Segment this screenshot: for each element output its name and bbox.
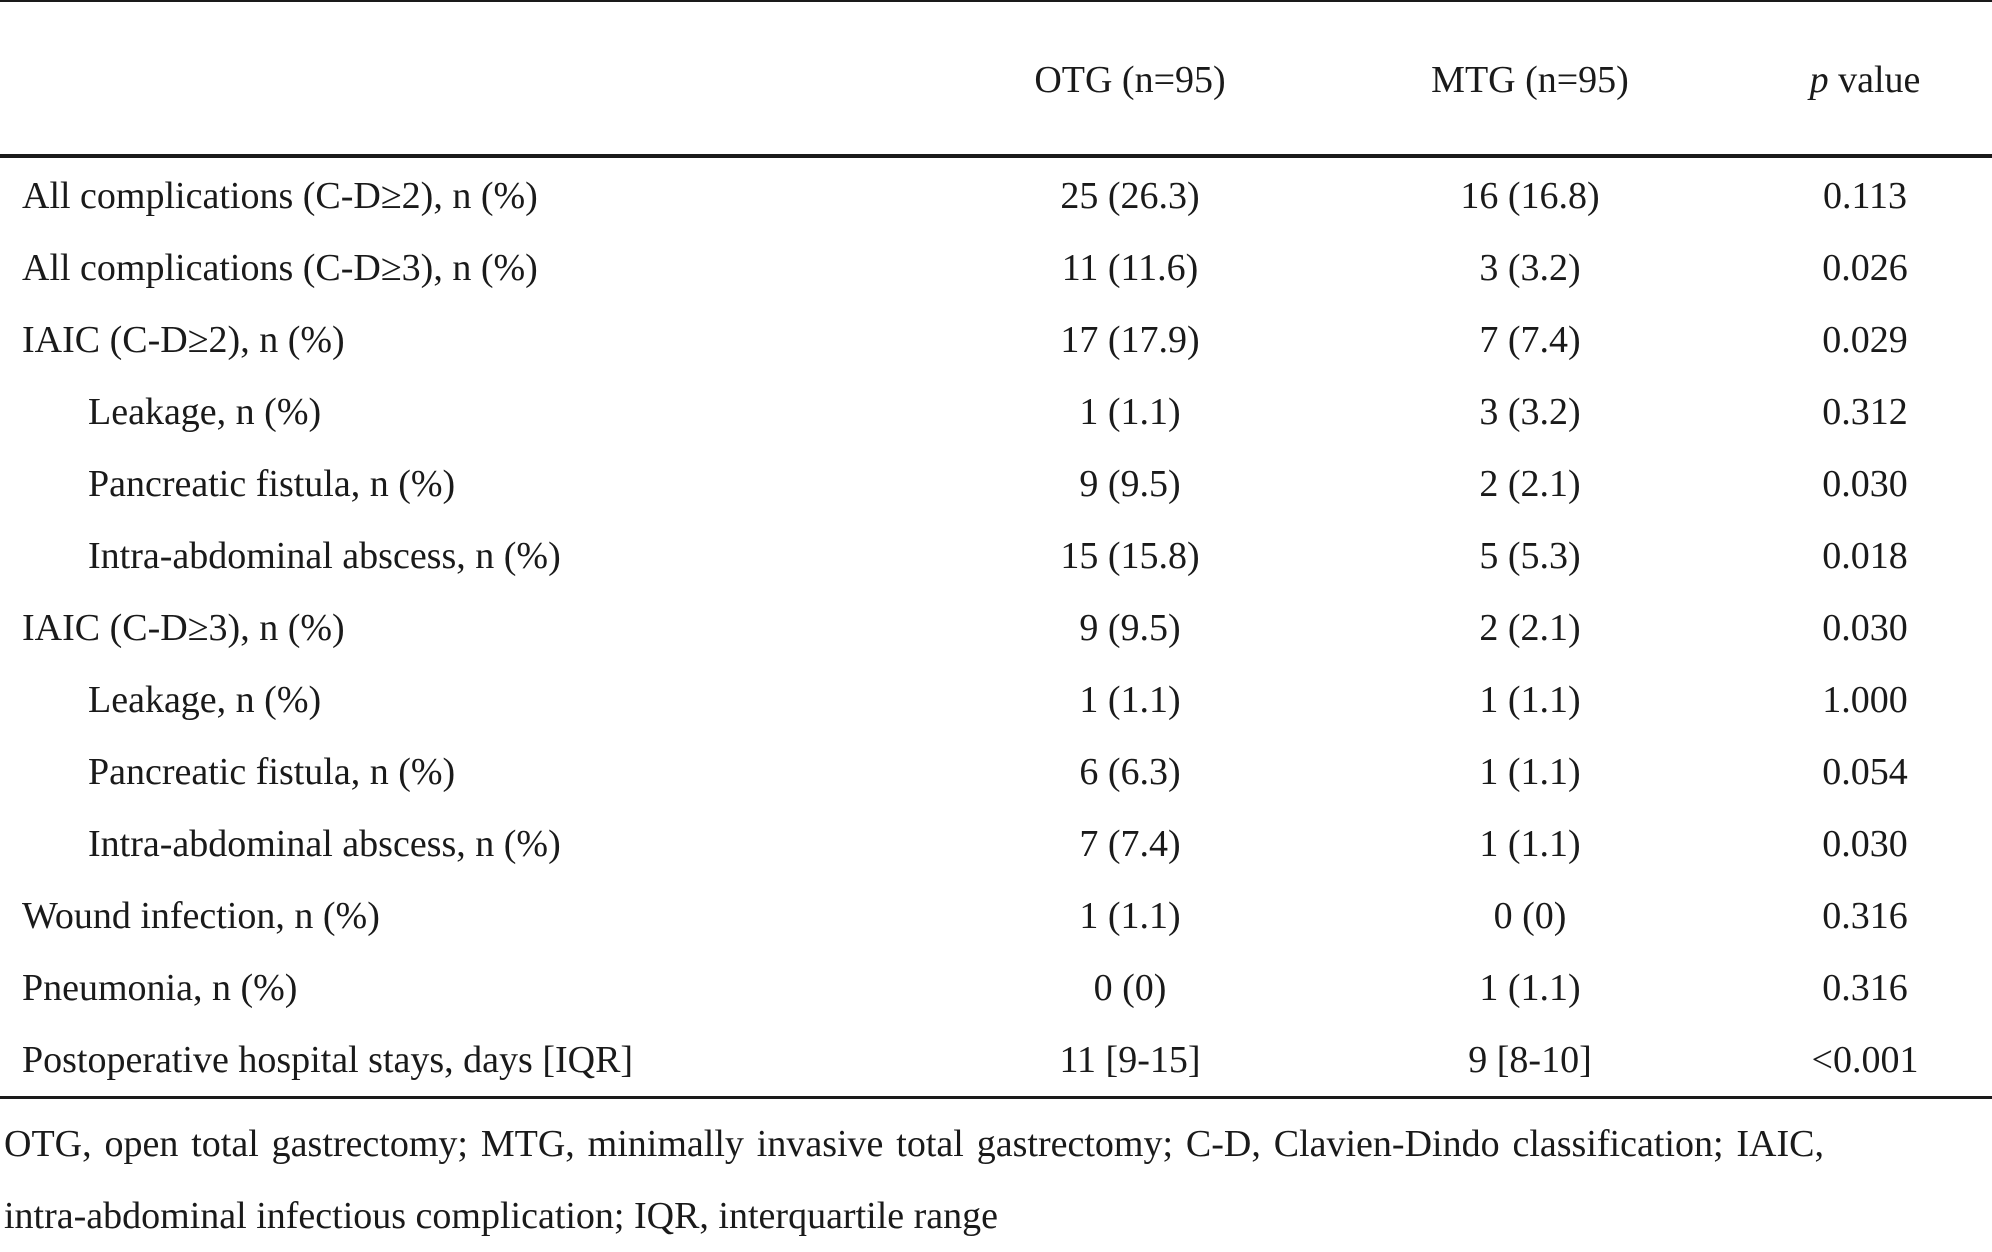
table-row: Intra-abdominal abscess, n (%) 15 (15.8)… — [0, 518, 1992, 590]
row-otg-value: 15 (15.8) — [1060, 535, 1200, 577]
row-mtg-value: 1 (1.1) — [1479, 679, 1581, 721]
row-p-value: <0.001 — [1811, 1039, 1919, 1081]
table-row: Postoperative hospital stays, days [IQR]… — [0, 1022, 1992, 1094]
row-mtg-value: 1 (1.1) — [1479, 751, 1581, 793]
row-otg-value: 0 (0) — [1093, 967, 1167, 1009]
row-mtg-value: 9 [8-10] — [1468, 1039, 1592, 1081]
row-label: Intra-abdominal abscess, n (%) — [88, 823, 561, 865]
table-row: Pneumonia, n (%) 0 (0) 1 (1.1) 0.316 — [0, 950, 1992, 1022]
table-row: Pancreatic fistula, n (%) 9 (9.5) 2 (2.1… — [0, 446, 1992, 518]
table-row: Pancreatic fistula, n (%) 6 (6.3) 1 (1.1… — [0, 734, 1992, 806]
table-row: All complications (C-D≥2), n (%) 25 (26.… — [0, 158, 1992, 230]
row-label: Pancreatic fistula, n (%) — [88, 751, 456, 793]
row-otg-value: 17 (17.9) — [1060, 319, 1200, 361]
table-header-rule — [0, 154, 1992, 158]
row-label: IAIC (C-D≥3), n (%) — [22, 607, 345, 649]
row-mtg-value: 3 (3.2) — [1479, 391, 1581, 433]
row-otg-value: 25 (26.3) — [1060, 175, 1200, 217]
row-p-value: 0.312 — [1822, 391, 1908, 433]
row-otg-value: 1 (1.1) — [1079, 895, 1181, 937]
header-p-rest: value — [1828, 59, 1921, 101]
row-otg-value: 9 (9.5) — [1079, 463, 1181, 505]
row-p-value: 0.026 — [1822, 247, 1908, 289]
header-mtg: MTG (n=95) — [1431, 59, 1629, 101]
row-p-value: 0.316 — [1822, 895, 1908, 937]
row-mtg-value: 5 (5.3) — [1479, 535, 1581, 577]
row-otg-value: 7 (7.4) — [1079, 823, 1181, 865]
row-otg-value: 11 (11.6) — [1061, 247, 1199, 289]
table-footnote: OTG, open total gastrectomy; MTG, minima… — [4, 1123, 1824, 1237]
row-mtg-value: 1 (1.1) — [1479, 967, 1581, 1009]
table-row: All complications (C-D≥3), n (%) 11 (11.… — [0, 230, 1992, 302]
row-mtg-value: 0 (0) — [1493, 895, 1567, 937]
header-otg: OTG (n=95) — [1034, 59, 1226, 101]
row-p-value: 0.030 — [1822, 463, 1908, 505]
table-row: Wound infection, n (%) 1 (1.1) 0 (0) 0.3… — [0, 878, 1992, 950]
table-bottom-rule — [0, 1096, 1992, 1099]
row-p-value: 0.029 — [1822, 319, 1908, 361]
table-row: Leakage, n (%) 1 (1.1) 3 (3.2) 0.312 — [0, 374, 1992, 446]
row-p-value: 0.316 — [1822, 967, 1908, 1009]
row-mtg-value: 1 (1.1) — [1479, 823, 1581, 865]
row-mtg-value: 2 (2.1) — [1479, 607, 1581, 649]
row-p-value: 0.054 — [1822, 751, 1908, 793]
row-p-value: 0.018 — [1822, 535, 1908, 577]
row-mtg-value: 3 (3.2) — [1479, 247, 1581, 289]
table-row: Intra-abdominal abscess, n (%) 7 (7.4) 1… — [0, 806, 1992, 878]
row-label: All complications (C-D≥2), n (%) — [22, 175, 538, 217]
table-row: Leakage, n (%) 1 (1.1) 1 (1.1) 1.000 — [0, 662, 1992, 734]
row-label: Intra-abdominal abscess, n (%) — [88, 535, 561, 577]
row-otg-value: 1 (1.1) — [1079, 679, 1181, 721]
row-mtg-value: 2 (2.1) — [1479, 463, 1581, 505]
row-label: Pneumonia, n (%) — [22, 967, 298, 1009]
row-p-value: 1.000 — [1822, 679, 1908, 721]
row-label: IAIC (C-D≥2), n (%) — [22, 319, 345, 361]
row-label: Leakage, n (%) — [88, 391, 322, 433]
header-p-italic: p — [1809, 59, 1829, 101]
row-mtg-value: 16 (16.8) — [1460, 175, 1600, 217]
table-header-row: OTG (n=95) MTG (n=95) p value — [0, 2, 1992, 154]
row-p-value: 0.030 — [1822, 607, 1908, 649]
row-otg-value: 9 (9.5) — [1079, 607, 1181, 649]
row-label: All complications (C-D≥3), n (%) — [22, 247, 538, 289]
row-label: Postoperative hospital stays, days [IQR] — [22, 1039, 634, 1081]
row-otg-value: 6 (6.3) — [1079, 751, 1181, 793]
row-label: Pancreatic fistula, n (%) — [88, 463, 456, 505]
table-row: IAIC (C-D≥2), n (%) 17 (17.9) 7 (7.4) 0.… — [0, 302, 1992, 374]
table-top-rule — [0, 0, 1992, 2]
table-row: IAIC (C-D≥3), n (%) 9 (9.5) 2 (2.1) 0.03… — [0, 590, 1992, 662]
row-p-value: 0.030 — [1822, 823, 1908, 865]
row-otg-value: 1 (1.1) — [1079, 391, 1181, 433]
row-otg-value: 11 [9-15] — [1059, 1039, 1201, 1081]
row-p-value: 0.113 — [1822, 175, 1908, 217]
row-label: Leakage, n (%) — [88, 679, 322, 721]
header-p-value: p value — [1700, 58, 1992, 102]
row-label: Wound infection, n (%) — [22, 895, 380, 937]
row-mtg-value: 7 (7.4) — [1479, 319, 1581, 361]
